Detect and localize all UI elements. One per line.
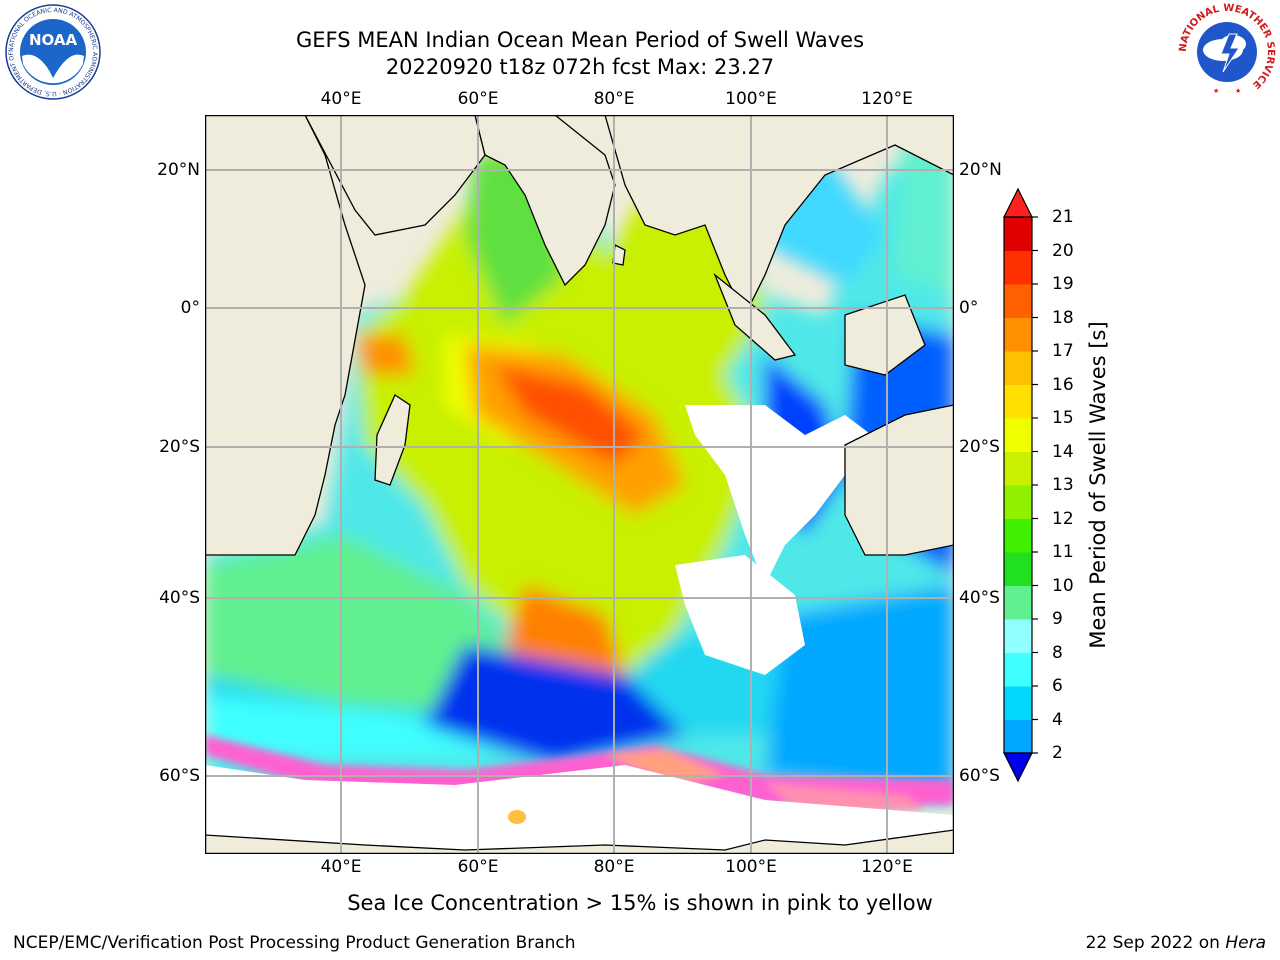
colorbar-segment <box>1004 485 1032 519</box>
colorbar-tick-label: 15 <box>1052 408 1074 428</box>
colorbar-tick-label: 12 <box>1052 508 1074 529</box>
colorbar-segment <box>1004 384 1032 419</box>
map-title: GEFS MEAN Indian Ocean Mean Period of Sw… <box>295 28 865 52</box>
lat-tick-left-0: 0° <box>180 298 200 318</box>
colorbar-tick-label: 20 <box>1052 240 1074 261</box>
lon-tick-bottom-80e: 80°E <box>593 857 635 877</box>
colorbar-segment <box>1004 652 1032 687</box>
colorbar-segment <box>1004 719 1032 754</box>
lon-tick-bottom-60e: 60°E <box>457 857 499 877</box>
lat-tick-right-0: 0° <box>959 298 979 318</box>
colorbar-segment <box>1004 451 1032 486</box>
no-data-areas <box>205 405 954 854</box>
lon-tick-top-60e: 60°E <box>457 89 499 109</box>
colorbar-tick-label: 16 <box>1052 374 1074 395</box>
lat-tick-left-20s: 20°S <box>159 437 200 457</box>
footer-date: 22 Sep 2022 on Hera <box>1086 933 1266 953</box>
colorbar-tick-label: 18 <box>1052 307 1074 328</box>
lon-tick-top-120e: 120°E <box>861 89 913 109</box>
lat-tick-left-40s: 40°S <box>159 588 200 608</box>
sea-ice-caption: Sea Ice Concentration > 15% is shown in … <box>347 891 933 915</box>
colorbar-tick-label: 19 <box>1052 274 1074 294</box>
colorbar-segment <box>1004 217 1032 251</box>
colorbar-label: Mean Period of Swell Waves [s] <box>1086 321 1110 649</box>
colorbar-tick-label: 2 <box>1052 743 1063 763</box>
colorbar <box>1003 187 1038 783</box>
noaa-logo-text: NOAA <box>29 31 78 49</box>
lon-tick-bottom-120e: 120°E <box>861 857 913 877</box>
colorbar-segment <box>1004 518 1032 553</box>
graticule <box>205 115 954 854</box>
colorbar-segment <box>1004 585 1032 620</box>
lat-tick-right-60s: 60°S <box>959 766 1000 786</box>
swell-period-map <box>205 115 954 854</box>
map-subtitle: 20220920 t18z 072h fcst Max: 23.27 <box>385 55 775 79</box>
colorbar-segment <box>1004 351 1032 385</box>
footer-credit: NCEP/EMC/Verification Post Processing Pr… <box>13 933 576 953</box>
colorbar-segment <box>1004 619 1032 653</box>
colorbar-tick-label: 17 <box>1052 341 1074 361</box>
footer-host: Hera <box>1225 933 1266 953</box>
colorbar-segment <box>1004 552 1032 586</box>
map-frame <box>205 115 954 854</box>
lon-tick-top-40e: 40°E <box>320 89 362 109</box>
svg-text:★: ★ <box>1213 87 1219 95</box>
colorbar-segment <box>1004 418 1032 452</box>
noaa-logo: NATIONAL OCEANIC AND ATMOSPHERIC ADMINIS… <box>5 4 101 100</box>
colorbar-segment <box>1004 317 1032 352</box>
lat-tick-left-60s: 60°S <box>159 766 200 786</box>
colorbar-tick-label: 8 <box>1052 642 1063 663</box>
colorbar-tick-label: 6 <box>1052 676 1063 696</box>
colorbar-over-arrow <box>1003 187 1033 218</box>
colorbar-tick-label: 11 <box>1052 542 1074 562</box>
lon-tick-top-100e: 100°E <box>725 89 777 109</box>
lon-tick-bottom-100e: 100°E <box>725 857 777 877</box>
coastlines <box>205 115 954 854</box>
colorbar-tick-label: 10 <box>1052 575 1074 596</box>
nws-logo: NATIONAL WEATHER SERVICE ★ ★ <box>1178 3 1276 100</box>
colorbar-segment <box>1004 250 1032 285</box>
colorbar-under-arrow <box>1003 752 1033 783</box>
lon-tick-top-80e: 80°E <box>593 89 635 109</box>
lat-tick-right-20s: 20°S <box>959 437 1000 457</box>
colorbar-segments <box>1004 217 1032 754</box>
lat-tick-right-40s: 40°S <box>959 588 1000 608</box>
colorbar-tick-label: 13 <box>1052 475 1074 495</box>
colorbar-segment <box>1004 686 1032 720</box>
svg-text:★: ★ <box>1235 87 1241 95</box>
lat-tick-right-20n: 20°N <box>959 160 1002 180</box>
colorbar-segment <box>1004 284 1032 318</box>
lat-tick-left-20n: 20°N <box>157 160 200 180</box>
lon-tick-bottom-40e: 40°E <box>320 857 362 877</box>
colorbar-tick-label: 4 <box>1052 709 1063 730</box>
colorbar-tick-label: 14 <box>1052 441 1074 462</box>
colorbar-tick-marks <box>1032 216 1038 754</box>
colorbar-tick-label: 9 <box>1052 609 1063 629</box>
colorbar-tick-label: 21 <box>1052 207 1074 227</box>
footer-date-text: 22 Sep 2022 on <box>1085 933 1226 953</box>
